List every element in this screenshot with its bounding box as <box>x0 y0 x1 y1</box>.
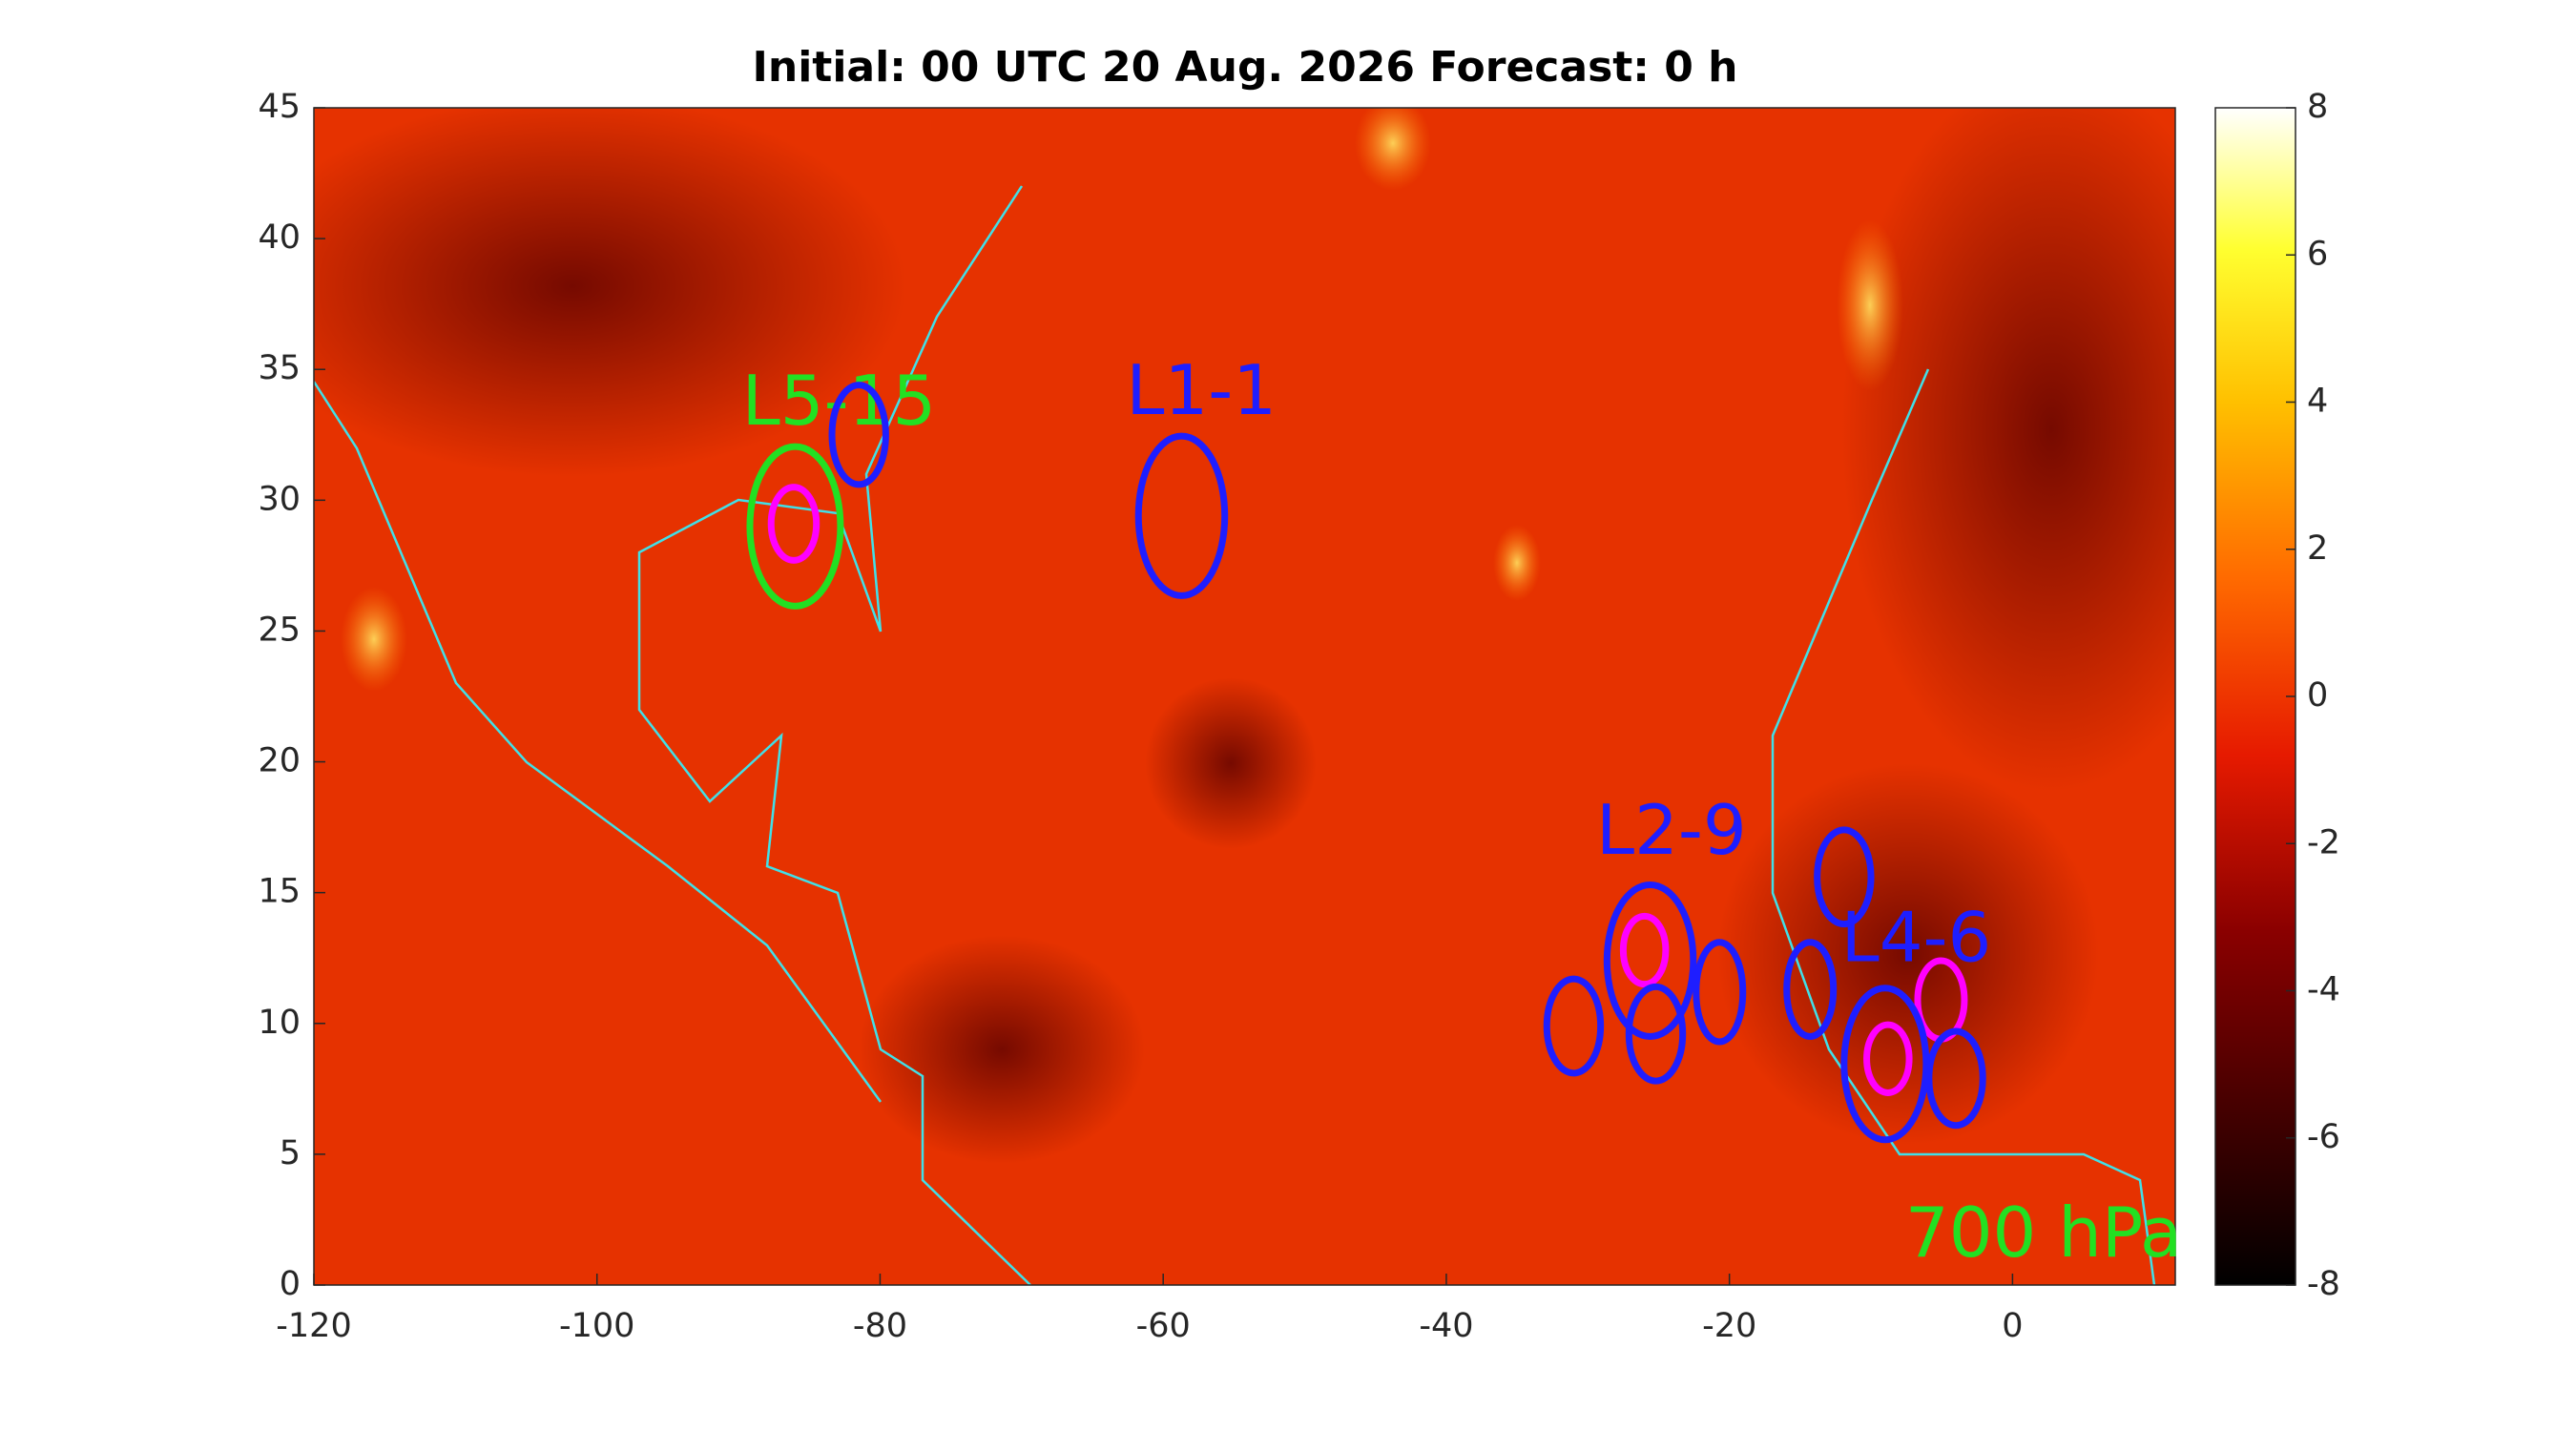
x-tick-label: -20 <box>1702 1307 1756 1345</box>
field-shade <box>859 935 1145 1164</box>
y-tick-label: 30 <box>258 480 301 518</box>
track-ellipse <box>1925 1027 1986 1130</box>
track-ellipse <box>746 443 844 610</box>
annotation: L1-1 <box>1126 350 1277 430</box>
field-highlight <box>1493 525 1541 601</box>
y-tick-label: 25 <box>258 611 301 649</box>
colorbar-tick-label: 4 <box>2307 383 2328 421</box>
track-ellipse <box>1863 1021 1913 1096</box>
y-tick-label: 20 <box>258 742 301 780</box>
coastline <box>314 381 883 1103</box>
track-ellipse <box>1693 939 1747 1046</box>
x-tick-label: -120 <box>276 1307 351 1345</box>
track-ellipse <box>1625 983 1687 1085</box>
colorbar-tick-label: 8 <box>2307 88 2328 126</box>
y-tick-label: 35 <box>258 349 301 387</box>
track-ellipse <box>1840 985 1930 1144</box>
x-tick-label: -40 <box>1419 1307 1473 1345</box>
chart-title: Initial: 00 UTC 20 Aug. 2026 Forecast: 0… <box>753 43 1738 92</box>
field-shade <box>1145 677 1317 849</box>
x-tick-label: -60 <box>1136 1307 1191 1345</box>
track-ellipse <box>1783 939 1838 1040</box>
field-highlight <box>341 587 407 692</box>
field <box>314 108 2175 1285</box>
coastline <box>1771 368 2156 1285</box>
field-highlight <box>1355 108 1431 191</box>
track-ellipse <box>1619 912 1670 988</box>
colorbar-tick-label: 2 <box>2307 529 2328 568</box>
colorbar-tick-label: -6 <box>2307 1118 2340 1156</box>
y-tick-label: 15 <box>258 873 301 911</box>
track-ellipse <box>1814 826 1875 928</box>
x-tick-label: -100 <box>559 1307 634 1345</box>
colorbar-tick-label: -2 <box>2307 823 2340 861</box>
y-tick-label: 5 <box>280 1134 301 1172</box>
field-highlight <box>1837 219 1903 391</box>
colorbar-tick-label: 6 <box>2307 235 2328 273</box>
y-tick-label: 0 <box>280 1265 301 1303</box>
colorbar <box>2214 107 2296 1286</box>
track-ellipse <box>767 484 821 564</box>
annotation: L2-9 <box>1596 790 1747 870</box>
colorbar-tick-label: -4 <box>2307 971 2340 1009</box>
x-tick-label: -80 <box>853 1307 907 1345</box>
y-tick-label: 40 <box>258 218 301 257</box>
y-tick-label: 45 <box>258 88 301 126</box>
track-ellipse <box>1603 881 1697 1040</box>
field-shade <box>314 108 906 477</box>
field-shade <box>1717 763 2099 1145</box>
annotation: 700 hPa <box>1905 1192 2182 1273</box>
plot-frame <box>313 107 2176 1286</box>
x-tick-label: 0 <box>2002 1307 2023 1345</box>
track-ellipse <box>828 382 889 488</box>
track-ellipse <box>1543 975 1605 1077</box>
y-tick-label: 10 <box>258 1004 301 1042</box>
track-ellipse <box>1134 432 1229 599</box>
coastline <box>637 185 1031 1285</box>
colorbar-tick-label: 0 <box>2307 676 2328 715</box>
colorbar-tick-label: -8 <box>2307 1265 2340 1303</box>
field-shade <box>1841 108 2175 792</box>
